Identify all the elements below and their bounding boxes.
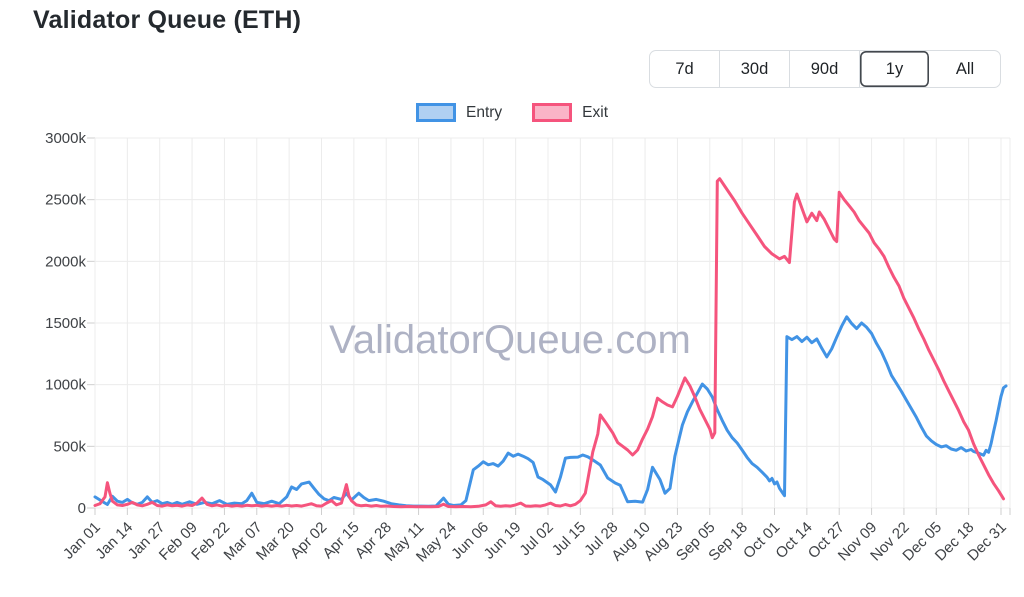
y-axis-label: 0 — [78, 500, 86, 517]
entry-series-line — [93, 315, 1008, 508]
legend-exit-label: Exit — [582, 103, 609, 121]
page-title: Validator Queue (ETH) — [33, 6, 302, 34]
legend-item-exit[interactable]: Exit — [532, 103, 608, 122]
time-range-button-90d[interactable]: 90d — [790, 51, 860, 87]
time-range-button-1y[interactable]: 1y — [860, 51, 930, 87]
x-axis-label: Jul 15 — [549, 519, 589, 559]
exit-swatch-icon — [532, 103, 573, 122]
time-range-button-7d[interactable]: 7d — [650, 51, 720, 87]
y-axis-label: 500k — [53, 438, 86, 455]
entry-swatch-icon — [415, 103, 456, 122]
y-axis-label: 3000k — [45, 130, 86, 147]
grid-layer — [87, 137, 1011, 515]
time-range-button-30d[interactable]: 30d — [720, 51, 790, 87]
legend-entry-label: Entry — [465, 103, 503, 121]
y-axis-label: 2000k — [45, 253, 86, 270]
y-axis-label: 2500k — [45, 192, 86, 209]
x-axis-label: Jul 02 — [516, 519, 556, 559]
chart-legend: Entry Exit — [0, 103, 1024, 122]
time-range-buttons: 7d 30d 90d 1y All — [649, 50, 1001, 88]
watermark: ValidatorQueue.com — [329, 318, 691, 362]
legend-item-entry[interactable]: Entry — [415, 103, 503, 122]
time-range-button-all[interactable]: All — [930, 51, 1000, 87]
series-layer — [93, 177, 1008, 509]
exit-series-line — [93, 177, 1005, 509]
x-axis-label: Jun 19 — [481, 519, 525, 563]
y-axis-label: 1000k — [45, 377, 86, 394]
y-axis-label: 1500k — [45, 315, 86, 332]
